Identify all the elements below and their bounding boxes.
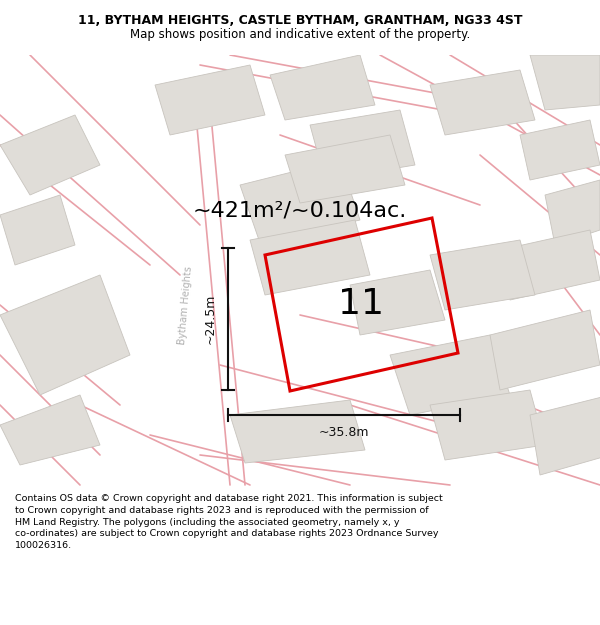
Polygon shape: [530, 395, 600, 475]
Polygon shape: [230, 400, 365, 463]
Text: 11, BYTHAM HEIGHTS, CASTLE BYTHAM, GRANTHAM, NG33 4ST: 11, BYTHAM HEIGHTS, CASTLE BYTHAM, GRANT…: [78, 14, 522, 27]
Text: Bytham Heights: Bytham Heights: [176, 266, 193, 344]
Polygon shape: [430, 70, 535, 135]
Text: ~24.5m: ~24.5m: [203, 294, 217, 344]
Text: Contains OS data © Crown copyright and database right 2021. This information is : Contains OS data © Crown copyright and d…: [15, 494, 443, 550]
Text: ~421m²/~0.104ac.: ~421m²/~0.104ac.: [193, 200, 407, 220]
Polygon shape: [430, 390, 545, 460]
Polygon shape: [250, 220, 370, 295]
Polygon shape: [310, 110, 415, 180]
Polygon shape: [285, 135, 405, 203]
Polygon shape: [390, 335, 510, 415]
Polygon shape: [350, 270, 445, 335]
Polygon shape: [430, 240, 535, 310]
Polygon shape: [240, 160, 360, 243]
Polygon shape: [530, 55, 600, 110]
Polygon shape: [500, 230, 600, 300]
Polygon shape: [520, 120, 600, 180]
Polygon shape: [545, 180, 600, 245]
Polygon shape: [0, 115, 100, 195]
Polygon shape: [155, 65, 265, 135]
Polygon shape: [0, 395, 100, 465]
Polygon shape: [0, 275, 130, 395]
Polygon shape: [490, 310, 600, 390]
Text: Map shows position and indicative extent of the property.: Map shows position and indicative extent…: [130, 28, 470, 41]
Polygon shape: [270, 55, 375, 120]
Polygon shape: [0, 195, 75, 265]
Text: 11: 11: [338, 288, 384, 321]
Text: ~35.8m: ~35.8m: [319, 426, 369, 439]
